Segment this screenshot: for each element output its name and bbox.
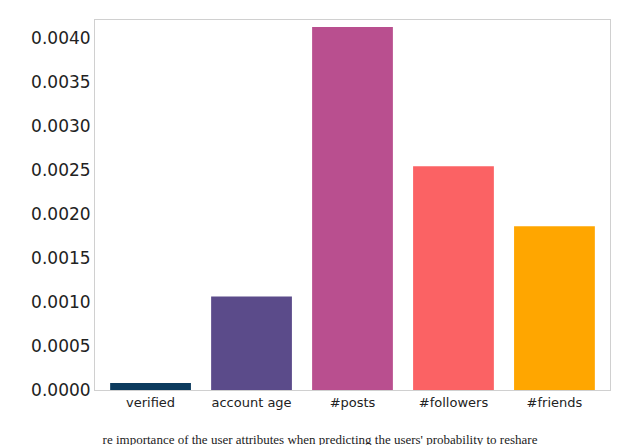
svg-text:0.0015: 0.0015: [31, 248, 90, 268]
svg-text:#posts: #posts: [330, 395, 376, 410]
svg-text:#followers: #followers: [419, 395, 489, 410]
svg-text:account age: account age: [211, 395, 291, 410]
svg-text:0.0005: 0.0005: [31, 336, 90, 356]
svg-text:0.0020: 0.0020: [31, 204, 90, 224]
svg-text:0.0025: 0.0025: [31, 160, 90, 180]
svg-text:0.0040: 0.0040: [31, 28, 90, 48]
svg-text:0.0030: 0.0030: [31, 116, 90, 136]
svg-text:0.0000: 0.0000: [31, 380, 90, 400]
svg-text:#friends: #friends: [527, 395, 583, 410]
svg-text:verified: verified: [126, 395, 175, 410]
svg-text:0.0035: 0.0035: [31, 72, 90, 92]
svg-text:re importance of the user attr: re importance of the user attributes whe…: [103, 432, 538, 445]
svg-text:0.0010: 0.0010: [31, 292, 90, 312]
